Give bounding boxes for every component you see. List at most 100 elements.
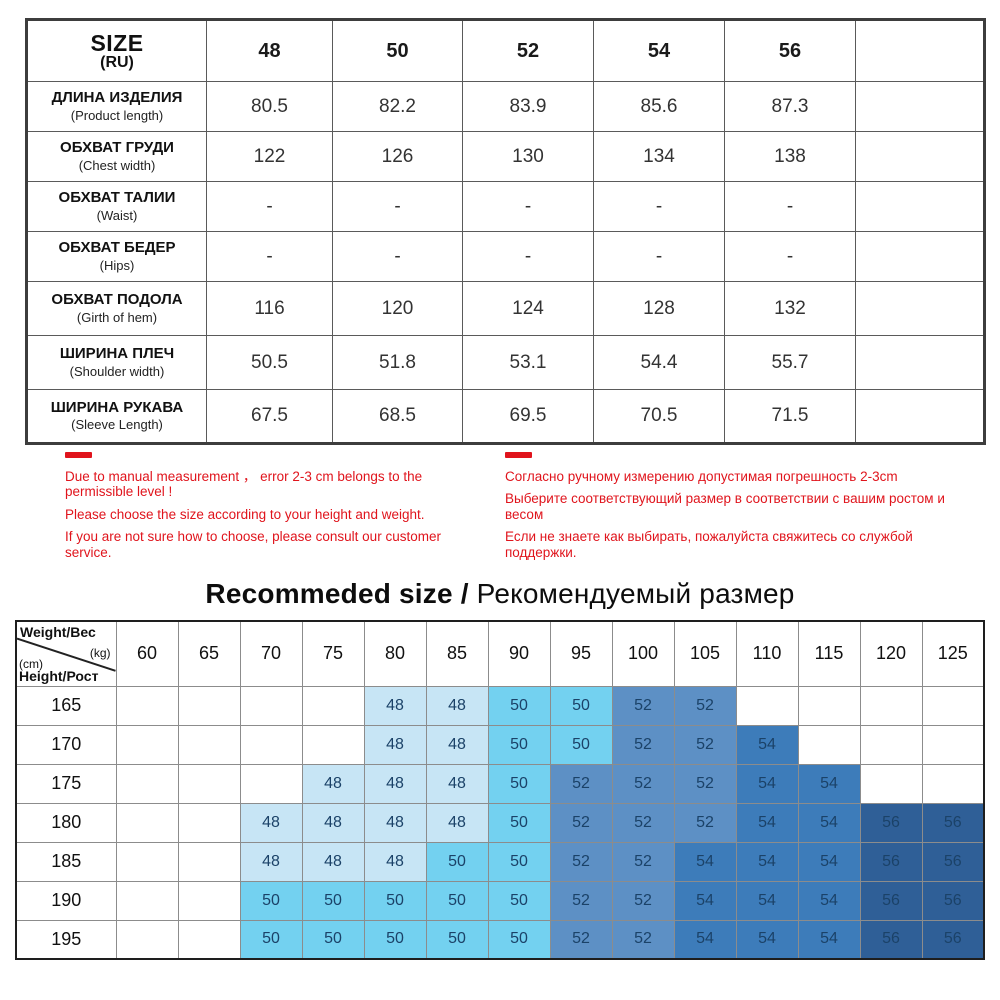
recommended-size-cell: 48 <box>425 685 489 726</box>
measurement-value-cell: 130 <box>462 131 594 182</box>
measurement-value-cell: 87.3 <box>724 81 856 132</box>
recommended-size-table: Weight/Вес (kg) (cm) Height/Рост 60 65 70 7… <box>15 620 985 960</box>
measurement-label-cell: ОБХВАТ ТАЛИИ (Waist) <box>26 181 207 232</box>
recommended-size-cell: 50 <box>425 880 489 921</box>
measurement-value-cell: - <box>724 231 856 282</box>
red-divider-bar <box>505 452 532 458</box>
recommended-size-cell: 48 <box>301 763 365 804</box>
empty-size-cell <box>301 724 365 765</box>
recommended-size-cell: 56 <box>921 841 985 882</box>
recommended-size-title-en: Recommeded size / <box>205 578 469 609</box>
empty-size-cell <box>177 841 241 882</box>
measurement-value-cell-empty <box>855 81 985 132</box>
size-subtitle: (RU) <box>100 53 134 71</box>
weight-column-header: 120 <box>859 620 923 687</box>
measurement-value-cell: 53.1 <box>462 335 594 390</box>
recommended-size-cell: 56 <box>859 919 923 960</box>
measurement-row: ШИРИНА ПЛЕЧ (Shoulder width) 50.5 51.8 53.1 5… <box>26 335 985 390</box>
recommended-size-cell: 56 <box>921 802 985 843</box>
size-table-body: ДЛИНА ИЗДЕЛИЯ (Product length) 80.5 82.2 83.… <box>26 81 985 444</box>
recommended-size-cell: 50 <box>487 880 551 921</box>
measurement-value-cell: 82.2 <box>332 81 463 132</box>
measurement-value-cell: 50.5 <box>206 335 333 390</box>
recommended-size-cell: 54 <box>797 841 861 882</box>
recommended-size-cell: 56 <box>859 880 923 921</box>
recommended-size-cell: 54 <box>673 841 737 882</box>
recommended-size-cell: 52 <box>611 763 675 804</box>
measurement-value-cell: 51.8 <box>332 335 463 390</box>
recommended-size-cell: 56 <box>859 802 923 843</box>
empty-size-cell <box>921 724 985 765</box>
measurement-value-cell: 124 <box>462 281 594 336</box>
rec-table-body: 165 48 48 50 50 52 52 170 48 48 50 50 52 52 54 175 48 48 4… <box>15 685 985 960</box>
size-table-header-row: SIZE (RU) 48 50 52 54 56 <box>26 19 985 82</box>
recommended-size-cell: 54 <box>735 919 799 960</box>
recommended-size-cell: 54 <box>673 919 737 960</box>
height-row: 185 48 48 48 50 50 52 52 54 54 54 56 56 <box>15 841 985 882</box>
measurement-value-cell: 55.7 <box>724 335 856 390</box>
measurement-value-cell: 69.5 <box>462 389 594 444</box>
recommended-size-cell: 50 <box>425 841 489 882</box>
recommended-size-cell: 54 <box>735 841 799 882</box>
weight-column-header: 75 <box>301 620 365 687</box>
size-header-cell: SIZE (RU) <box>26 19 207 82</box>
empty-size-cell <box>301 685 365 726</box>
weight-column-header: 70 <box>239 620 303 687</box>
measurement-value-cell-empty <box>855 131 985 182</box>
note-line-ru-1: Согласно ручному измерению допустимая по… <box>505 469 898 484</box>
note-line-en-2: Please choose the size according to your… <box>65 506 425 522</box>
measurement-label-en: (Girth of hem) <box>76 309 158 325</box>
empty-size-cell <box>239 763 303 804</box>
recommended-size-cell: 48 <box>301 802 365 843</box>
size-column-header: 54 <box>593 19 725 82</box>
height-label-cell: 185 <box>15 841 117 882</box>
recommended-size-title: Recommeded size / Рекомендуемый размер <box>0 578 1000 610</box>
measurement-label-ru: ДЛИНА ИЗДЕЛИЯ <box>51 89 183 107</box>
measurement-value-cell: - <box>593 231 725 282</box>
empty-size-cell <box>797 685 861 726</box>
diagonal-divider-line <box>17 622 116 686</box>
recommended-size-cell: 50 <box>301 919 365 960</box>
empty-size-cell <box>115 685 179 726</box>
measurement-label-ru: ШИРИНА ПЛЕЧ <box>59 345 175 363</box>
rec-table-header-row: Weight/Вес (kg) (cm) Height/Рост 60 65 70 7… <box>15 620 985 687</box>
recommended-size-cell: 50 <box>239 880 303 921</box>
measurement-value-cell: - <box>593 181 725 232</box>
measurement-value-cell: 70.5 <box>593 389 725 444</box>
recommended-size-cell: 50 <box>239 919 303 960</box>
measurement-label-en: (Product length) <box>70 107 164 123</box>
measurement-label-cell: ОБХВАТ ГРУДИ (Chest width) <box>26 131 207 182</box>
recommended-size-cell: 54 <box>735 880 799 921</box>
empty-size-cell <box>115 880 179 921</box>
recommended-size-cell: 52 <box>611 880 675 921</box>
measurement-value-cell: 54.4 <box>593 335 725 390</box>
recommended-size-cell: 50 <box>487 763 551 804</box>
corner-weight-label: Weight/Вес <box>20 624 96 640</box>
recommended-size-cell: 52 <box>549 919 613 960</box>
recommended-size-cell: 50 <box>363 880 427 921</box>
empty-size-cell <box>177 763 241 804</box>
measurement-value-cell: 128 <box>593 281 725 336</box>
height-label-cell: 180 <box>15 802 117 843</box>
measurement-row: ОБХВАТ ТАЛИИ (Waist) - - - - - <box>26 181 985 232</box>
height-label-cell: 165 <box>15 685 117 726</box>
measurement-row: ОБХВАТ БЕДЕР (Hips) - - - - - <box>26 231 985 282</box>
recommended-size-cell: 50 <box>487 724 551 765</box>
measurement-value-cell: - <box>206 181 333 232</box>
measurement-value-cell: 134 <box>593 131 725 182</box>
measurement-value-cell: - <box>206 231 333 282</box>
height-row: 170 48 48 50 50 52 52 54 <box>15 724 985 765</box>
recommended-size-cell: 52 <box>611 841 675 882</box>
recommended-size-cell: 50 <box>549 724 613 765</box>
measurement-label-cell: ОБХВАТ ПОДОЛА (Girth of hem) <box>26 281 207 336</box>
recommended-size-cell: 52 <box>673 802 737 843</box>
recommended-size-cell: 52 <box>549 880 613 921</box>
measurement-value-cell: - <box>332 181 463 232</box>
recommended-size-cell: 48 <box>363 802 427 843</box>
measurement-label-ru: ШИРИНА РУКАВА <box>50 398 184 416</box>
weight-column-header: 125 <box>921 620 985 687</box>
recommended-size-cell: 48 <box>425 763 489 804</box>
measurement-value-cell: - <box>462 231 594 282</box>
size-column-header: 56 <box>724 19 856 82</box>
empty-size-cell <box>797 724 861 765</box>
